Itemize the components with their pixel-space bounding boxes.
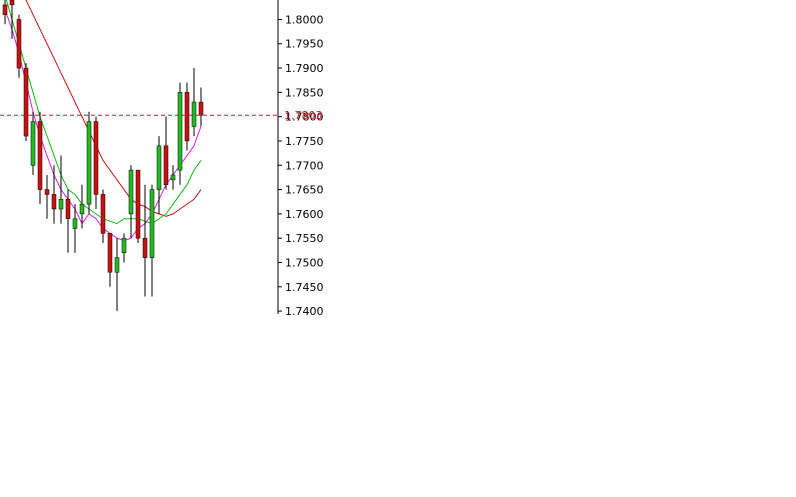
candle — [30, 111, 36, 175]
candle-body — [135, 169, 141, 239]
candle-body — [121, 237, 127, 254]
axis-tick-label: 1.7550 — [285, 232, 324, 245]
candle-body — [163, 145, 169, 185]
candle-body — [170, 174, 176, 181]
candle-body — [114, 257, 120, 273]
candle-body — [100, 194, 106, 234]
candle-body — [44, 189, 50, 195]
candle-body — [23, 67, 29, 137]
candle-body — [128, 169, 134, 215]
candle-body — [142, 237, 148, 258]
candle — [16, 14, 22, 78]
candle — [100, 189, 106, 244]
axis-tick-label: 1.7900 — [285, 62, 324, 75]
axis-tick-label: 1.7750 — [285, 135, 324, 148]
candle-body — [2, 4, 8, 15]
candle-body — [9, 0, 15, 6]
axis-tick-label: 1.7600 — [285, 208, 324, 221]
candle — [65, 189, 71, 253]
candle — [184, 82, 190, 151]
candle — [86, 111, 92, 214]
candle-body — [30, 121, 36, 166]
candle-body — [37, 121, 43, 190]
candle-body — [177, 92, 183, 171]
candle-body — [191, 101, 197, 127]
candle — [93, 116, 99, 210]
candle — [58, 155, 64, 224]
candle — [2, 0, 8, 25]
candle-body — [86, 121, 92, 205]
candle — [191, 68, 197, 137]
candle — [37, 111, 43, 205]
candle — [142, 184, 148, 297]
candle-body — [149, 189, 155, 258]
candle-body — [198, 101, 204, 116]
axis-tick-label: 1.7800 — [285, 111, 324, 124]
candle-body — [93, 121, 99, 195]
candle — [121, 233, 127, 263]
axis-tick-label: 1.8000 — [285, 13, 324, 26]
candle — [163, 116, 169, 190]
candle — [23, 63, 29, 141]
candle-body — [16, 19, 22, 69]
candle — [79, 184, 85, 229]
candle — [128, 165, 134, 239]
candle-body — [65, 199, 71, 219]
axis-tick-label: 1.7450 — [285, 281, 324, 294]
axis-tick-label: 1.7850 — [285, 86, 324, 99]
axis-tick-label: 1.7400 — [285, 305, 324, 318]
current-price-label: 1.7803 — [284, 109, 323, 122]
candle-body — [58, 199, 64, 210]
axis-tick-label: 1.7950 — [285, 38, 324, 51]
candle — [114, 238, 120, 312]
candle — [149, 184, 155, 297]
candle — [107, 233, 113, 287]
axis-tick-label: 1.7700 — [285, 159, 324, 172]
axis-tick-label: 1.7500 — [285, 256, 324, 269]
candle — [198, 87, 204, 127]
candle — [44, 174, 50, 219]
candle — [177, 82, 183, 185]
candle-body — [107, 233, 113, 273]
candles — [2, 0, 204, 312]
candle-body — [79, 203, 85, 215]
candle — [72, 204, 78, 253]
candle-body — [156, 145, 162, 190]
candle-body — [72, 218, 78, 229]
ma-slow-line — [25, 0, 202, 217]
candle — [170, 165, 176, 190]
candle — [51, 165, 57, 224]
candle — [156, 136, 162, 214]
candle-body — [184, 92, 190, 142]
candle — [9, 0, 15, 39]
candle — [135, 169, 141, 244]
candle-body — [51, 194, 57, 210]
axis-tick-label: 1.7650 — [285, 184, 324, 197]
price-axis: 1.8000 1.7950 1.7900 1.7850 1.7800 1.7750 1.77… — [278, 13, 324, 318]
